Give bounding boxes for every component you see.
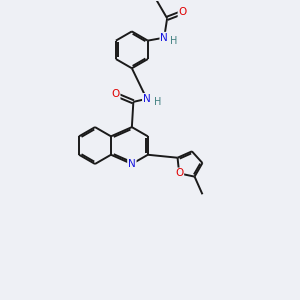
Text: N: N xyxy=(143,94,151,104)
Text: H: H xyxy=(154,97,162,107)
Text: H: H xyxy=(170,36,177,46)
Text: N: N xyxy=(160,33,168,43)
Text: O: O xyxy=(111,89,120,99)
Text: N: N xyxy=(128,159,136,169)
Text: O: O xyxy=(175,168,183,178)
Text: O: O xyxy=(178,8,187,17)
